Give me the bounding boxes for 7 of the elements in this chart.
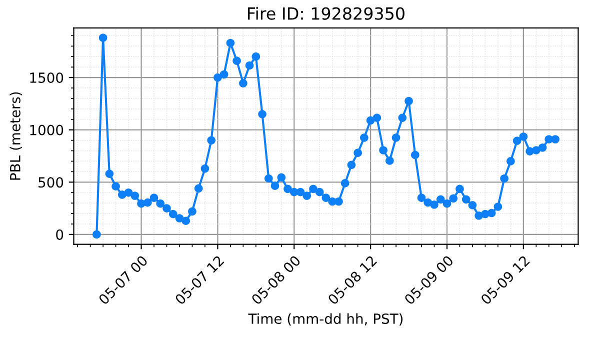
y-tick-label: 0: [56, 229, 64, 240]
y-tick-label: 1500: [30, 72, 64, 83]
y-tick-label: 1000: [30, 124, 64, 136]
chart-title: Fire ID: 192829350: [248, 6, 404, 20]
x-axis-title: Time (mm-dd hh, PST): [248, 313, 403, 326]
y-tick-label: 500: [38, 177, 64, 188]
y-axis-title: PBL (meters): [10, 92, 22, 180]
